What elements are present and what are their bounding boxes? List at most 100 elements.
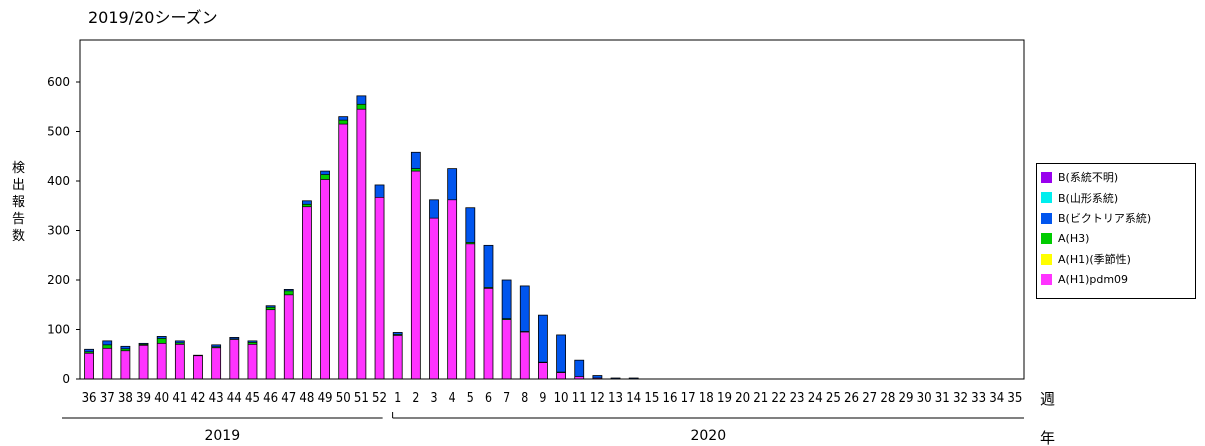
x-tick-label: 48 <box>299 391 314 406</box>
bar-segment <box>120 346 130 349</box>
bar-segment <box>193 355 203 379</box>
x-tick-label: 52 <box>372 391 387 406</box>
bar-segment <box>483 288 493 379</box>
bar-segment <box>338 124 348 379</box>
bar-segment <box>502 280 512 319</box>
bar-segment <box>320 171 330 175</box>
bar-outline <box>283 289 294 380</box>
year-label: 2020 <box>690 428 726 444</box>
bar-segment <box>592 375 602 379</box>
bar-segment <box>356 95 366 105</box>
x-tick-label: 15 <box>644 391 659 406</box>
bar-segment <box>247 344 257 379</box>
legend-swatch <box>1041 171 1052 183</box>
bar-segment <box>302 204 312 207</box>
bar-outline <box>574 359 585 380</box>
legend-item: B(系統不明) <box>1041 167 1195 188</box>
bar-segment <box>229 339 239 379</box>
y-axis-label-char: 報 <box>12 195 25 210</box>
x-tick-label: 39 <box>136 391 151 406</box>
bar-segment <box>429 218 439 379</box>
x-tick-label: 10 <box>554 391 569 406</box>
bar-outline <box>465 207 476 380</box>
bar-segment <box>266 309 276 379</box>
bar-segment <box>284 294 294 379</box>
bar-outline <box>193 354 203 380</box>
bar-segment <box>102 344 112 349</box>
x-tick-label: 35 <box>1007 391 1022 406</box>
legend-swatch <box>1041 253 1052 265</box>
x-tick-label: 13 <box>608 391 623 406</box>
plot-area <box>79 39 1025 380</box>
x-tick-label: 2 <box>412 391 419 406</box>
bar-segment <box>447 168 457 200</box>
legend-item: B(ビクトリア系統) <box>1041 208 1195 229</box>
legend-swatch <box>1041 192 1052 204</box>
chart-title: 2019/20シーズン <box>88 8 218 27</box>
bar-segment <box>502 318 512 320</box>
bar-outline <box>628 377 639 380</box>
legend-label: A(H1)(季節性) <box>1058 253 1131 267</box>
bar-segment <box>229 337 239 339</box>
bar-segment <box>502 319 512 379</box>
bar-segment <box>139 344 149 346</box>
bar-segment <box>447 199 457 379</box>
x-tick-label: 24 <box>808 391 823 406</box>
bar-segment <box>139 345 149 379</box>
bar-segment <box>157 336 167 339</box>
bar-outline <box>556 334 566 380</box>
legend-label: A(H3) <box>1058 232 1090 246</box>
bar-outline <box>501 279 512 380</box>
bar-outline <box>302 200 312 380</box>
bar-segment <box>139 343 149 345</box>
bar-segment <box>393 335 403 379</box>
x-tick-label: 29 <box>899 391 914 406</box>
bar-outline <box>356 95 367 380</box>
bar-outline <box>483 244 494 380</box>
bar-outline <box>320 170 330 380</box>
x-tick-label: 32 <box>953 391 968 406</box>
bar-segment <box>375 184 385 198</box>
bar-segment <box>120 348 130 351</box>
bar-segment <box>266 305 276 308</box>
bar-outline <box>610 377 621 380</box>
bar-segment <box>520 285 530 332</box>
bar-outline <box>120 345 131 380</box>
bar-outline <box>211 344 222 380</box>
bar-segment <box>320 179 330 379</box>
bar-segment <box>84 351 94 354</box>
bar-segment <box>629 378 639 379</box>
bar-segment <box>483 245 493 288</box>
x-tick-label: 1 <box>394 391 401 406</box>
bar-segment <box>284 289 294 291</box>
y-tick-label: 500 <box>47 125 70 139</box>
bar-segment <box>175 344 185 379</box>
y-axis-label-char: 告 <box>12 212 25 227</box>
bar-segment <box>356 109 366 379</box>
bar-segment <box>247 340 257 343</box>
bar-segment <box>465 243 475 379</box>
legend-label: B(系統不明) <box>1058 171 1119 185</box>
bar-segment <box>175 340 185 343</box>
bar-segment <box>429 199 439 219</box>
bar-segment <box>574 376 584 379</box>
bar-segment <box>247 342 257 345</box>
x-tick-label: 26 <box>844 391 859 406</box>
bar-outline <box>392 332 403 380</box>
bar-segment <box>356 104 366 110</box>
x-tick-label: 51 <box>354 391 369 406</box>
bar-segment <box>320 174 330 180</box>
x-tick-label: 16 <box>663 391 678 406</box>
bar-outline <box>374 184 385 380</box>
bar-outline <box>138 342 149 380</box>
bar-segment <box>393 334 403 336</box>
bar-segment <box>574 360 584 377</box>
y-axis-label-char: 数 <box>12 229 25 244</box>
x-tick-label: 28 <box>880 391 895 406</box>
bar-segment <box>465 207 475 243</box>
bar-segment <box>284 290 294 295</box>
x-tick-label: 11 <box>572 391 587 406</box>
year-axis-label: 年 <box>1040 429 1055 446</box>
bar-outline <box>338 116 349 380</box>
